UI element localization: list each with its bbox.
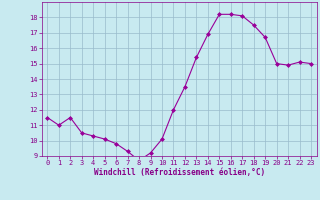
X-axis label: Windchill (Refroidissement éolien,°C): Windchill (Refroidissement éolien,°C) (94, 168, 265, 177)
